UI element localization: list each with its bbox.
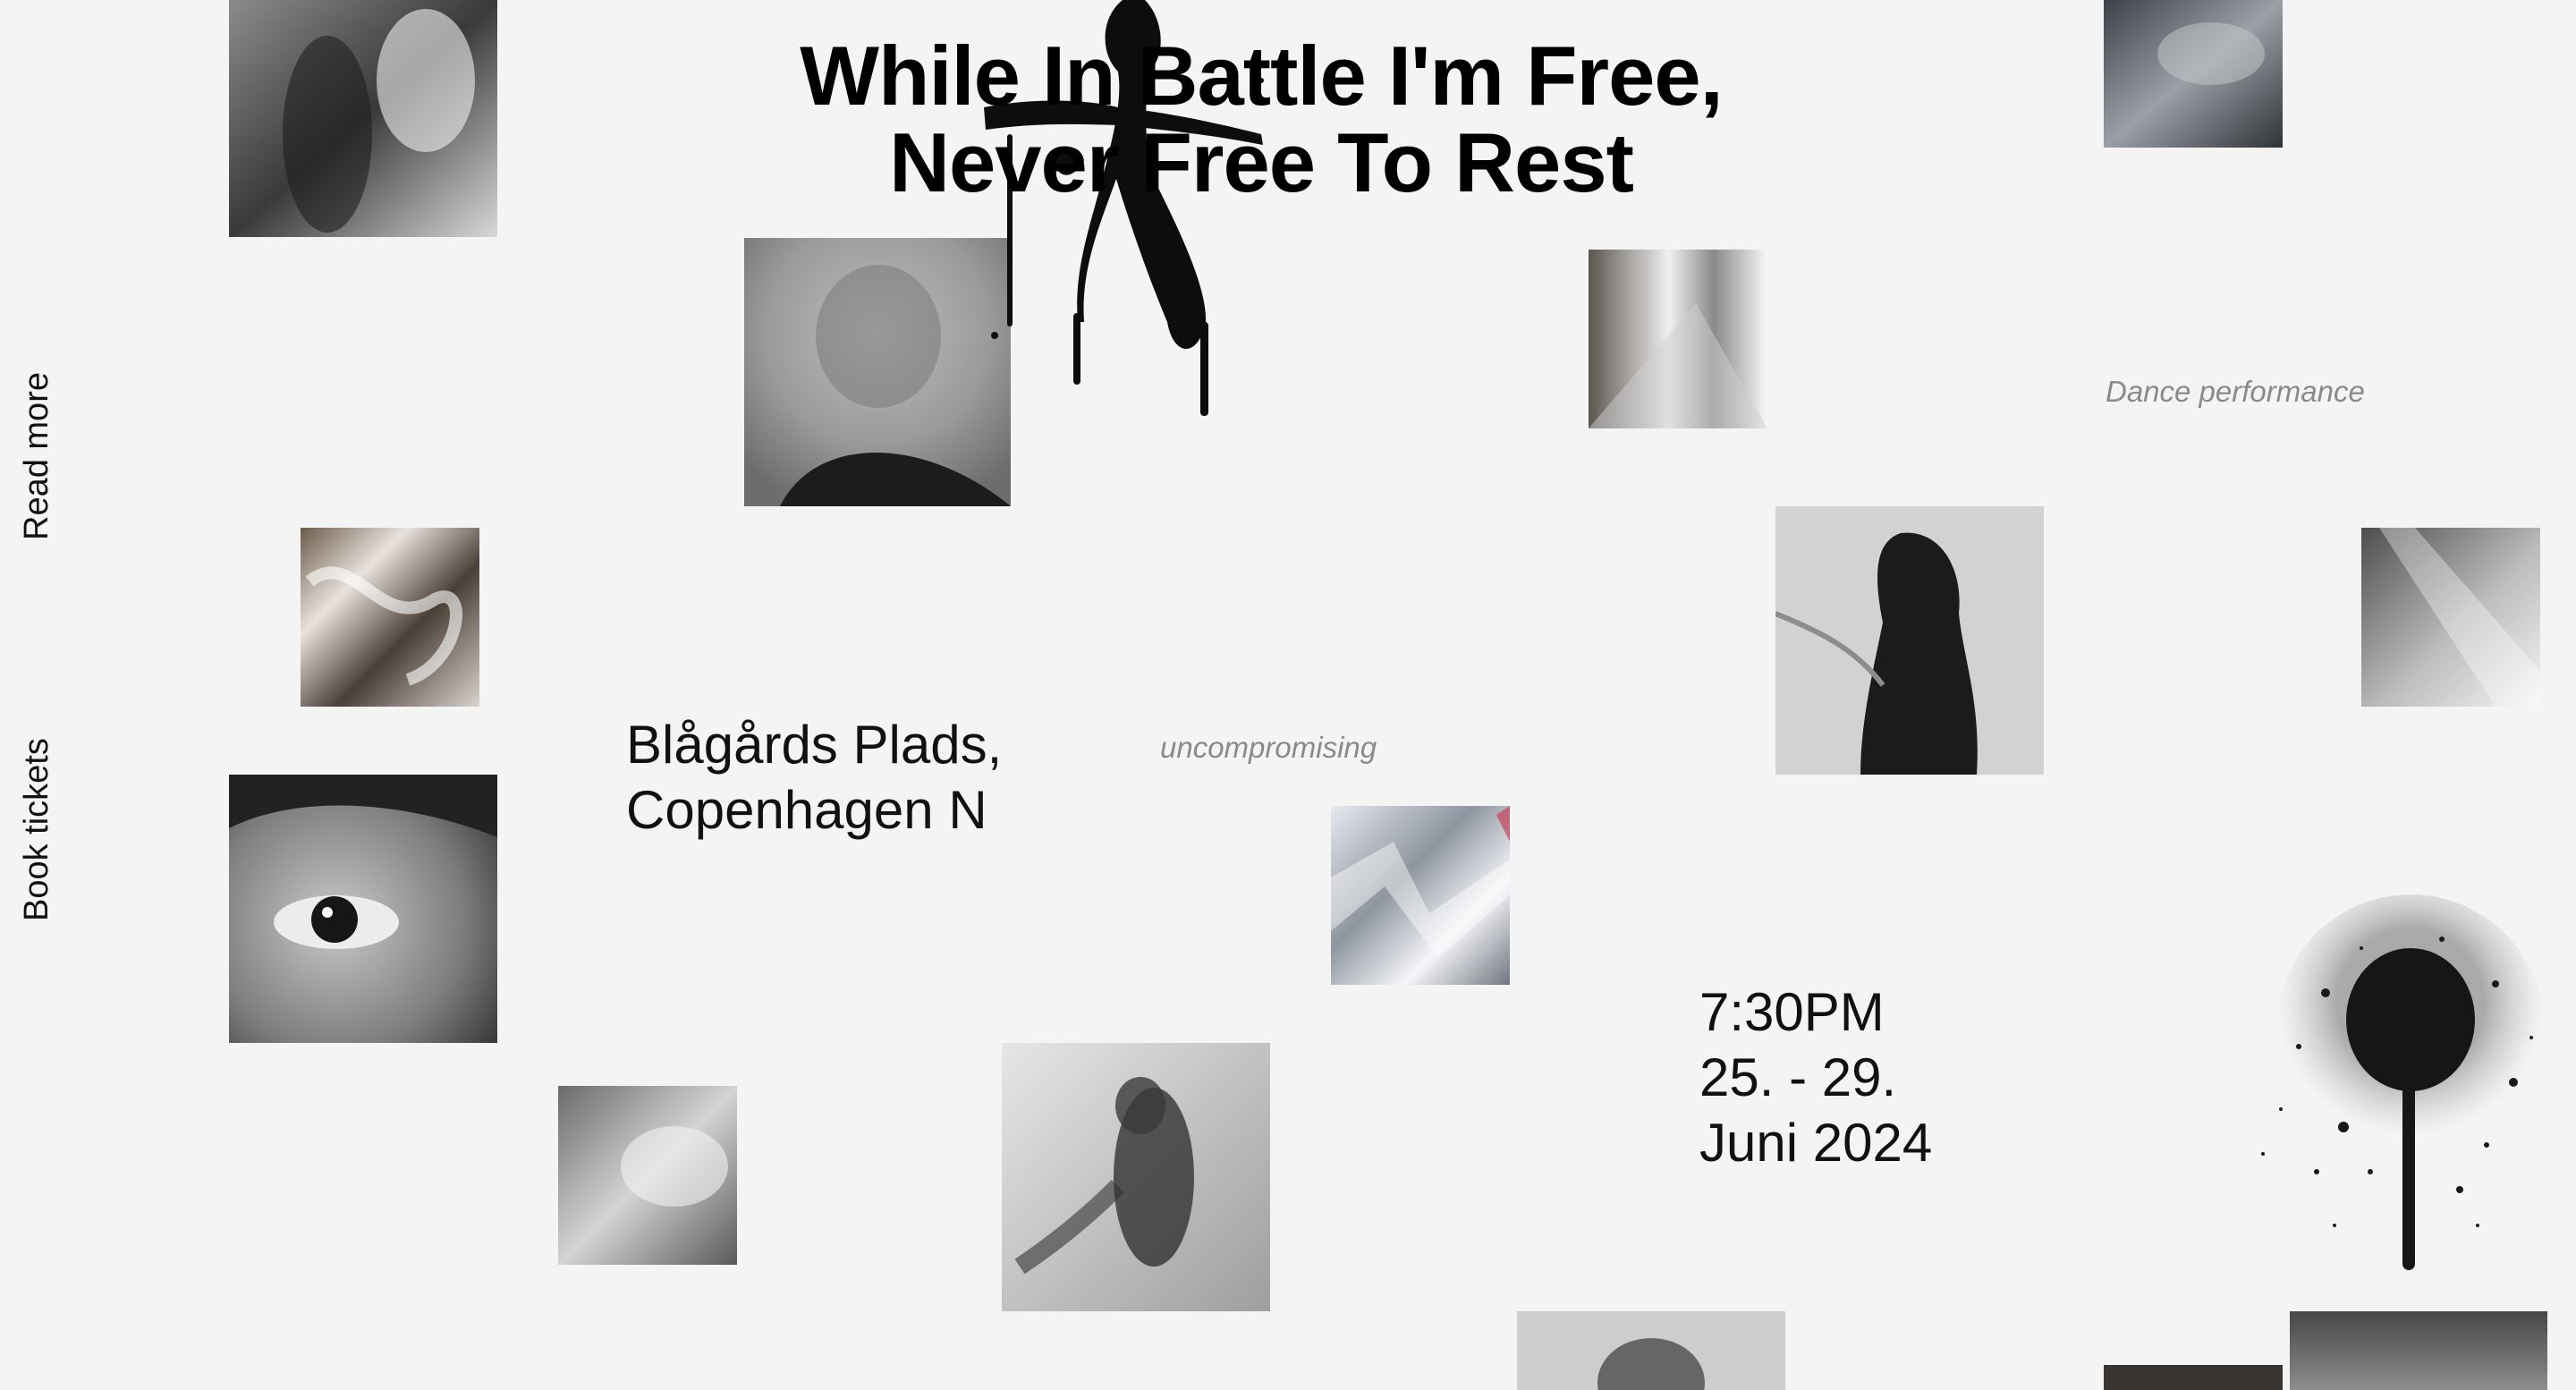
tag-dance-performance: Dance performance — [2106, 375, 2365, 408]
texture-photo-bottom-small — [2104, 1365, 2283, 1390]
dance-photo-bottom-crop — [1517, 1311, 1785, 1390]
event-dates: 25. - 29. — [1699, 1047, 1897, 1107]
dance-photo-eye — [229, 775, 497, 1043]
title-line-2: Never Free To Rest — [889, 115, 1634, 209]
event-month-year: Juni 2024 — [1699, 1113, 1933, 1173]
texture-photo-ice — [558, 1086, 737, 1265]
spray-splatter-icon — [2261, 894, 2545, 1270]
texture-photo-chrome — [301, 528, 479, 707]
venue-line-2: Copenhagen N — [626, 780, 987, 840]
title-line-1: While In Battle I'm Free, — [800, 29, 1724, 123]
venue-address: Blågårds Plads, Copenhagen N — [626, 712, 1002, 843]
texture-photo-silver-top — [2104, 0, 2283, 148]
event-date-time: 7:30PM 25. - 29. Juni 2024 — [1699, 979, 1932, 1175]
texture-photo-bottom-water — [2290, 1311, 2547, 1390]
texture-photo-glitch — [1589, 250, 1767, 428]
page-title: While In Battle I'm Free, Never Free To … — [689, 32, 1834, 206]
event-time: 7:30PM — [1699, 982, 1885, 1042]
dance-photo-blur-group — [229, 0, 497, 237]
dance-photo-motion — [1002, 1043, 1270, 1311]
book-tickets-link[interactable]: Book tickets — [18, 738, 55, 921]
tag-uncompromising: uncompromising — [1160, 731, 1377, 764]
texture-photo-light-streak — [2361, 528, 2540, 707]
texture-photo-foil — [1331, 806, 1510, 985]
dance-photo-silhouette — [1775, 506, 2044, 775]
venue-line-1: Blågårds Plads, — [626, 715, 1003, 775]
read-more-link[interactable]: Read more — [18, 372, 55, 540]
dance-photo-blur-face — [744, 238, 1011, 506]
